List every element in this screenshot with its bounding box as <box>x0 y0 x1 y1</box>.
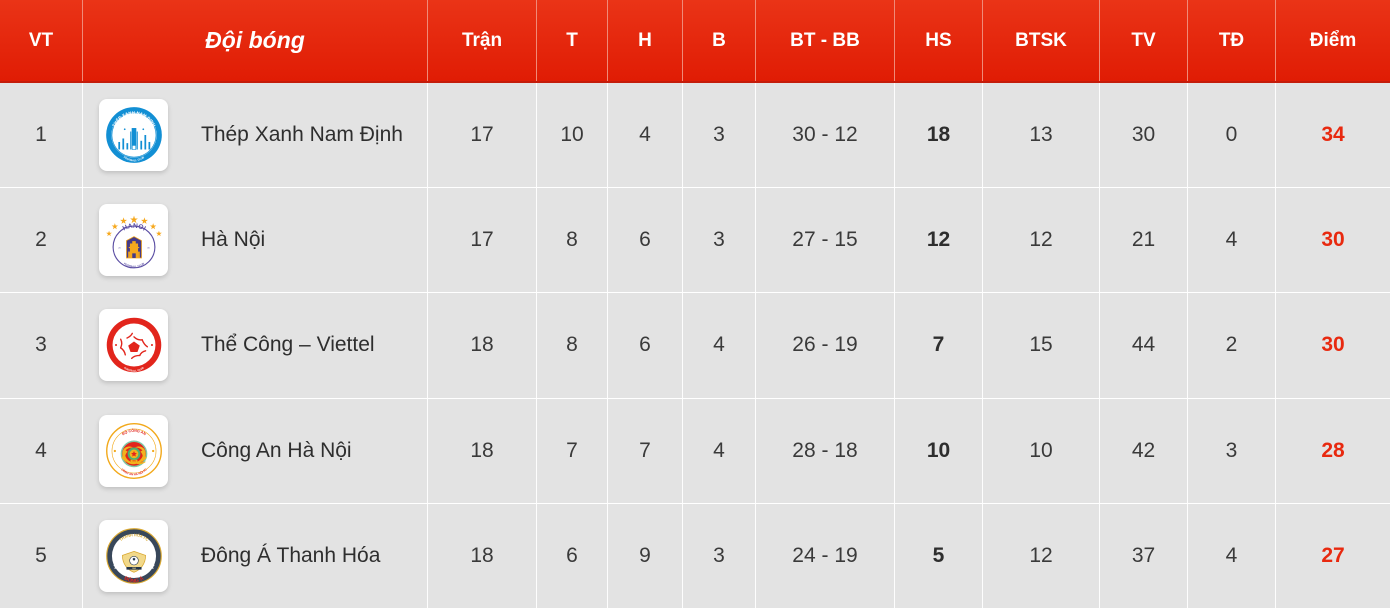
svg-text:1962: 1962 <box>132 568 136 570</box>
